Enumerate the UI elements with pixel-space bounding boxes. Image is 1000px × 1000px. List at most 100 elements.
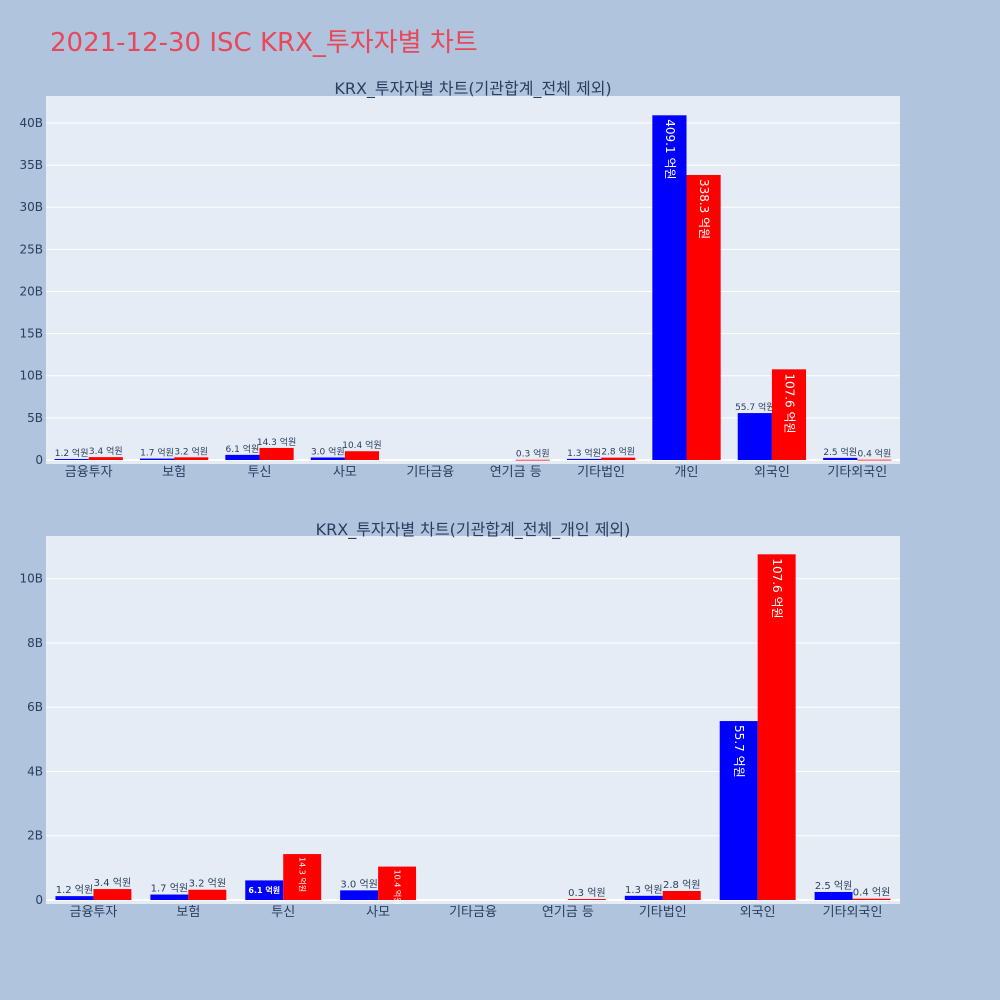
- chart-top: KRX_투자자별 차트(기관합계_전체 제외) 0 5B 10B 15B 20B 25B 30…: [19, 79, 900, 480]
- bar-value-label: 0.3 억원: [516, 448, 550, 460]
- bar-sell: [344, 451, 380, 460]
- bar-value-label: 3.2 억원: [189, 878, 226, 890]
- bar-sell: [93, 889, 132, 900]
- y-tick-label: 0: [35, 893, 43, 907]
- y-tick-label: 8B: [27, 636, 43, 650]
- y-tick-label: 40B: [19, 116, 43, 130]
- bar-value-label: 0.3 억원: [568, 887, 605, 899]
- bar-value-label: 3.4 억원: [94, 877, 131, 889]
- bar-value-label: 14.3 억원: [257, 436, 296, 448]
- bar-sell: [857, 459, 892, 461]
- y-tick-label: 10B: [19, 572, 43, 586]
- bar-value-label: 3.0 억원: [311, 445, 345, 457]
- x-tick-label: 기타금융: [406, 465, 454, 480]
- y-tick-label: 10B: [19, 369, 43, 383]
- chart-bottom: KRX_투자자별 차트(기관합계_전체_개인 제외) 0 2B 4B 6B 8B 10B 금융…: [19, 520, 900, 920]
- bar-sell: [378, 866, 417, 900]
- bar-buy: [139, 458, 175, 460]
- bar-sell: [283, 854, 322, 900]
- bar-value-label: 2.8 억원: [601, 446, 635, 458]
- x-tick-label: 사모: [366, 905, 390, 920]
- x-tick-label: 연기금 등: [490, 465, 542, 480]
- bar-sell: [601, 457, 636, 460]
- x-tick-label: 기타법인: [639, 905, 687, 920]
- x-tick-label: 외국인: [754, 465, 790, 480]
- x-tick-label: 외국인: [740, 905, 776, 920]
- y-tick-label: 5B: [27, 411, 43, 425]
- bar-buy: [566, 458, 602, 460]
- bar-sell: [88, 457, 123, 460]
- y-tick-label: 25B: [19, 242, 43, 256]
- bar-sell: [757, 554, 796, 900]
- y-tick-label: 35B: [19, 158, 43, 172]
- bar-buy: [225, 454, 260, 460]
- x-tick-label: 금융투자: [70, 905, 118, 920]
- bar-sell: [174, 457, 209, 460]
- plot-area: [46, 96, 900, 464]
- bar-value-label: 2.5 억원: [823, 446, 857, 458]
- bar-value-label: 3.2 억원: [174, 445, 208, 457]
- bar-value-label: 3.4 억원: [89, 445, 123, 457]
- bar-value-label: 2.5 억원: [815, 880, 852, 892]
- bar-value-label: 6.1 억원: [226, 443, 260, 455]
- bar-value-label: 3.0 억원: [340, 878, 377, 890]
- bar-value-label: 55.7 억원: [732, 725, 746, 778]
- y-tick-label: 4B: [27, 764, 43, 778]
- bar-sell: [686, 174, 721, 460]
- bar-sell: [852, 898, 891, 900]
- bar-buy: [737, 413, 772, 460]
- bar-value-label: 55.7 억원: [735, 401, 774, 413]
- bar-buy: [719, 721, 758, 900]
- bar-value-label: 6.1 억원: [248, 885, 280, 895]
- bar-value-label: 10.4 억원: [342, 439, 381, 451]
- bar-buy: [54, 458, 89, 460]
- x-tick-label: 연기금 등: [542, 905, 594, 920]
- bar-value-label: 1.2 억원: [55, 447, 89, 459]
- bar-value-label: 409.1 억원: [663, 119, 677, 179]
- page-title: 2021-12-30 ISC KRX_투자자별 차트: [50, 28, 478, 58]
- y-tick-label: 30B: [19, 200, 43, 214]
- bar-value-label: 2.8 억원: [663, 879, 700, 891]
- bar-value-label: 1.7 억원: [140, 447, 174, 459]
- y-tick-label: 2B: [27, 829, 43, 843]
- x-tick-label: 기타법인: [577, 465, 625, 480]
- bar-value-label: 107.6 억원: [782, 373, 796, 433]
- bar-value-label: 0.4 억원: [853, 887, 890, 899]
- bar-sell: [662, 891, 701, 900]
- bar-sell: [259, 447, 294, 460]
- x-tick-label: 개인: [675, 465, 699, 480]
- x-tick-label: 투신: [248, 465, 272, 480]
- bar-value-label: 1.3 억원: [567, 447, 601, 459]
- bar-value-label: 1.3 억원: [625, 884, 662, 896]
- y-tick-label: 20B: [19, 284, 43, 298]
- y-tick-label: 0: [35, 453, 43, 467]
- bar-buy: [55, 896, 94, 900]
- bar-value-label: 338.3 억원: [697, 179, 711, 239]
- bar-value-label: 107.6 억원: [770, 558, 784, 618]
- bar-sell: [515, 459, 550, 461]
- bar-value-label: 0.4 억원: [858, 448, 892, 460]
- y-tick-label: 15B: [19, 327, 43, 341]
- x-tick-label: 보험: [176, 905, 200, 920]
- bar-sell: [771, 369, 807, 460]
- x-tick-label: 보험: [162, 465, 186, 480]
- bar-buy: [624, 895, 663, 900]
- bar-buy: [823, 457, 858, 460]
- y-tick-label: 6B: [27, 700, 43, 714]
- chart-subtitle: KRX_투자자별 차트(기관합계_전체 제외): [334, 79, 611, 99]
- x-tick-label: 기타외국인: [823, 905, 883, 920]
- bar-value-label: 1.7 억원: [151, 883, 188, 895]
- bar-buy: [814, 891, 853, 900]
- x-tick-label: 기타외국인: [827, 465, 887, 480]
- x-tick-label: 사모: [333, 465, 357, 480]
- bar-buy: [652, 115, 687, 460]
- bar-sell: [567, 899, 606, 900]
- bar-buy: [340, 890, 379, 900]
- x-tick-label: 투신: [271, 905, 295, 920]
- bar-value-label: 14.3 억원: [298, 857, 308, 892]
- chart-subtitle: KRX_투자자별 차트(기관합계_전체_개인 제외): [316, 520, 631, 540]
- bar-buy: [310, 457, 345, 460]
- x-tick-label: 기타금융: [449, 905, 497, 920]
- bar-sell: [188, 889, 227, 900]
